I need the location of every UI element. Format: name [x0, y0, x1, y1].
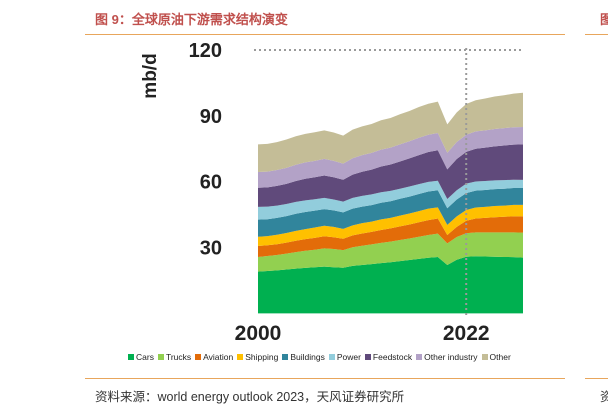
legend-label: Trucks: [165, 352, 192, 362]
area-other-industry: [258, 127, 523, 188]
legend-swatch: [195, 354, 202, 360]
y-tick-labels: 30 60 90 120: [189, 40, 222, 260]
legend-item-other-industry: Other industry: [416, 352, 478, 362]
legend-item-feedstock: Feedstock: [364, 352, 413, 362]
reference-lines: [254, 48, 523, 318]
x-tick-label: 2000: [235, 322, 282, 345]
chart-legend: Cars Trucks Aviation Shipping Buildings Power…: [128, 352, 558, 362]
area-buildings: [258, 188, 523, 237]
title-divider: [85, 34, 565, 35]
legend-swatch: [157, 354, 164, 360]
legend-swatch: [328, 354, 335, 360]
area-trucks: [258, 232, 523, 272]
area-shipping: [258, 204, 523, 246]
source-divider: [85, 378, 565, 379]
area-cars: [258, 256, 523, 314]
legend-label: Shipping: [245, 352, 279, 362]
legend-label: Aviation: [203, 352, 234, 362]
legend-swatch: [282, 354, 289, 360]
area-power: [258, 179, 523, 220]
legend-label: Other industry: [424, 352, 478, 362]
y-tick-label: 90: [200, 106, 222, 128]
legend-item-aviation: Aviation: [195, 352, 233, 362]
source-note: 资料来源：world energy outlook 2023，天风证券研究所: [95, 390, 405, 404]
legend-label: Other: [489, 352, 511, 362]
area-feedstock: [258, 144, 523, 207]
x-tick-labels: 2000 2022: [235, 322, 490, 345]
legend-item-cars: Cars: [128, 352, 154, 362]
legend-label: Buildings: [290, 352, 325, 362]
adjacent-source-fragment: 资: [600, 390, 608, 404]
area-other: [258, 92, 523, 173]
legend-item-buildings: Buildings: [282, 352, 325, 362]
legend-item-other: Other: [481, 352, 511, 362]
legend-item-shipping: Shipping: [237, 352, 278, 362]
legend-label: Cars: [136, 352, 154, 362]
legend-swatch: [237, 354, 244, 360]
y-tick-label: 30: [200, 238, 222, 260]
legend-item-trucks: Trucks: [157, 352, 192, 362]
y-axis-label: mb/d: [140, 53, 161, 98]
y-tick-label: 60: [200, 172, 222, 194]
y-tick-label: 120: [189, 40, 222, 62]
legend-label: Feedstock: [372, 352, 413, 362]
x-tick-label: 2022: [443, 322, 490, 345]
figure-title: 图 9：全球原油下游需求结构演变: [95, 12, 288, 27]
legend-item-power: Power: [328, 352, 361, 362]
legend-swatch: [364, 354, 371, 360]
adjacent-source-divider: [585, 378, 608, 379]
area-aviation: [258, 216, 523, 257]
adjacent-figure-title-fragment: 图: [600, 12, 608, 27]
legend-label: Power: [336, 352, 361, 362]
legend-swatch: [128, 354, 134, 360]
legend-swatch: [416, 354, 423, 360]
adjacent-title-divider: [585, 34, 608, 35]
area-layers: [258, 92, 523, 314]
legend-swatch: [481, 354, 488, 360]
